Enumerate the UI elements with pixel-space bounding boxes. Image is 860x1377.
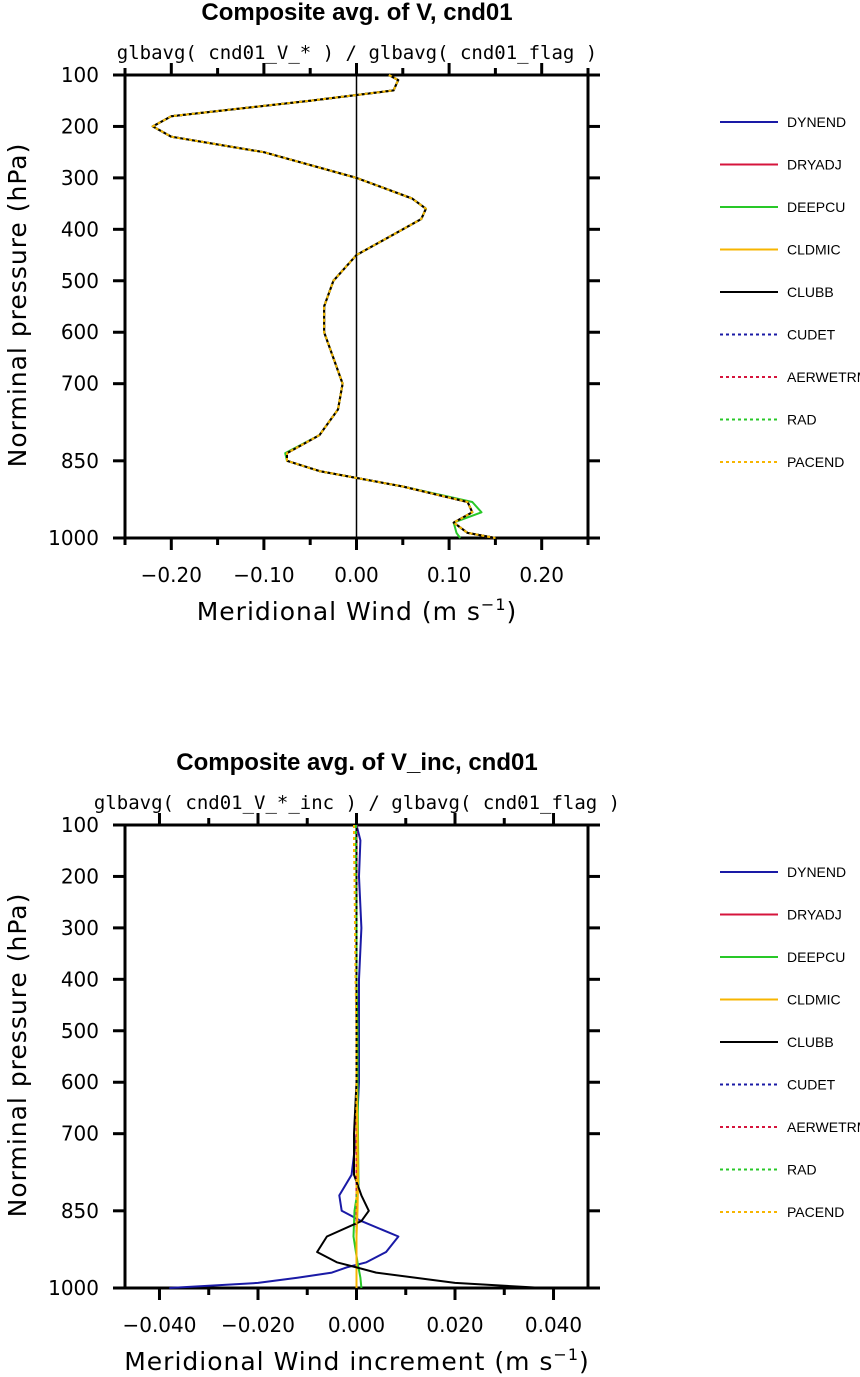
- legend-label: CLDMIC: [787, 992, 841, 1008]
- legend-label: RAD: [787, 412, 817, 428]
- legend-label: PACEND: [787, 1204, 844, 1220]
- chart-title: Composite avg. of V, cnd01: [201, 0, 512, 26]
- y-tick-label: 700: [61, 372, 99, 396]
- y-tick-label: 200: [61, 864, 99, 888]
- y-tick-label: 1000: [48, 1276, 99, 1300]
- y-tick-label: 850: [61, 1199, 99, 1223]
- x-tick-label: −0.020: [221, 1313, 295, 1337]
- y-tick-label: 100: [61, 813, 99, 837]
- y-tick-label: 200: [61, 114, 99, 138]
- x-tick-label: 0.00: [334, 563, 379, 587]
- y-tick-label: 600: [61, 320, 99, 344]
- legend-label: DRYADJ: [787, 157, 842, 173]
- y-tick-label: 600: [61, 1070, 99, 1094]
- series-line-clubb: [316, 825, 544, 1289]
- y-tick-label: 400: [61, 217, 99, 241]
- y-tick-label: 300: [61, 166, 99, 190]
- chart-panel-bottom: Composite avg. of V_inc, cnd01 glbavg( c…: [3, 749, 860, 1376]
- legend-label: DEEPCU: [787, 199, 845, 215]
- y-tick-label: 850: [61, 449, 99, 473]
- y-axis-label: Norminal pressure (hPa): [3, 893, 32, 1218]
- legend-label: DYNEND: [787, 114, 846, 130]
- y-tick-label: 400: [61, 967, 99, 991]
- chart-title: Composite avg. of V_inc, cnd01: [176, 749, 537, 776]
- x-tick-label: 0.020: [426, 1313, 483, 1337]
- series-line-dynend: [169, 824, 400, 1289]
- legend-label: AERWETRM: [787, 1119, 860, 1135]
- y-tick-label: 700: [61, 1122, 99, 1146]
- y-tick-label: 100: [61, 63, 99, 87]
- legend-label: CUDET: [787, 327, 836, 343]
- series-line-clubb: [151, 74, 496, 539]
- chart-panel-top: Composite avg. of V, cnd01 glbavg( cnd01…: [3, 0, 860, 626]
- chart-subtitle: glbavg( cnd01_V_* ) / glbavg( cnd01_flag…: [117, 42, 597, 64]
- y-tick-label: 500: [61, 1019, 99, 1043]
- y-tick-label: 500: [61, 269, 99, 293]
- legend-label: CLUBB: [787, 1034, 834, 1050]
- y-tick-label: 300: [61, 916, 99, 940]
- x-axis-label: Meridional Wind increment (m s−1): [124, 1345, 590, 1376]
- legend-label: CLDMIC: [787, 242, 841, 258]
- series-line-deepcu: [151, 74, 483, 539]
- x-tick-label: −0.20: [141, 563, 202, 587]
- x-tick-label: −0.10: [233, 563, 294, 587]
- x-tick-label: −0.040: [122, 1313, 196, 1337]
- legend-label: PACEND: [787, 454, 844, 470]
- x-tick-label: 0.040: [525, 1313, 582, 1337]
- x-tick-label: 0.000: [328, 1313, 385, 1337]
- series-line-pacend: [151, 74, 496, 539]
- legend-label: DRYADJ: [787, 907, 842, 923]
- chart-subtitle: glbavg( cnd01_V_*_inc ) / glbavg( cnd01_…: [94, 792, 620, 814]
- legend-label: AERWETRM: [787, 369, 860, 385]
- legend-label: RAD: [787, 1162, 817, 1178]
- y-axis-label: Norminal pressure (hPa): [3, 143, 32, 468]
- x-tick-label: 0.10: [427, 563, 472, 587]
- legend-label: CLUBB: [787, 284, 834, 300]
- legend-label: DYNEND: [787, 864, 846, 880]
- legend-label: DEEPCU: [787, 949, 845, 965]
- x-axis-label: Meridional Wind (m s−1): [197, 595, 518, 626]
- legend-label: CUDET: [787, 1077, 836, 1093]
- x-tick-label: 0.20: [519, 563, 564, 587]
- y-tick-label: 1000: [48, 526, 99, 550]
